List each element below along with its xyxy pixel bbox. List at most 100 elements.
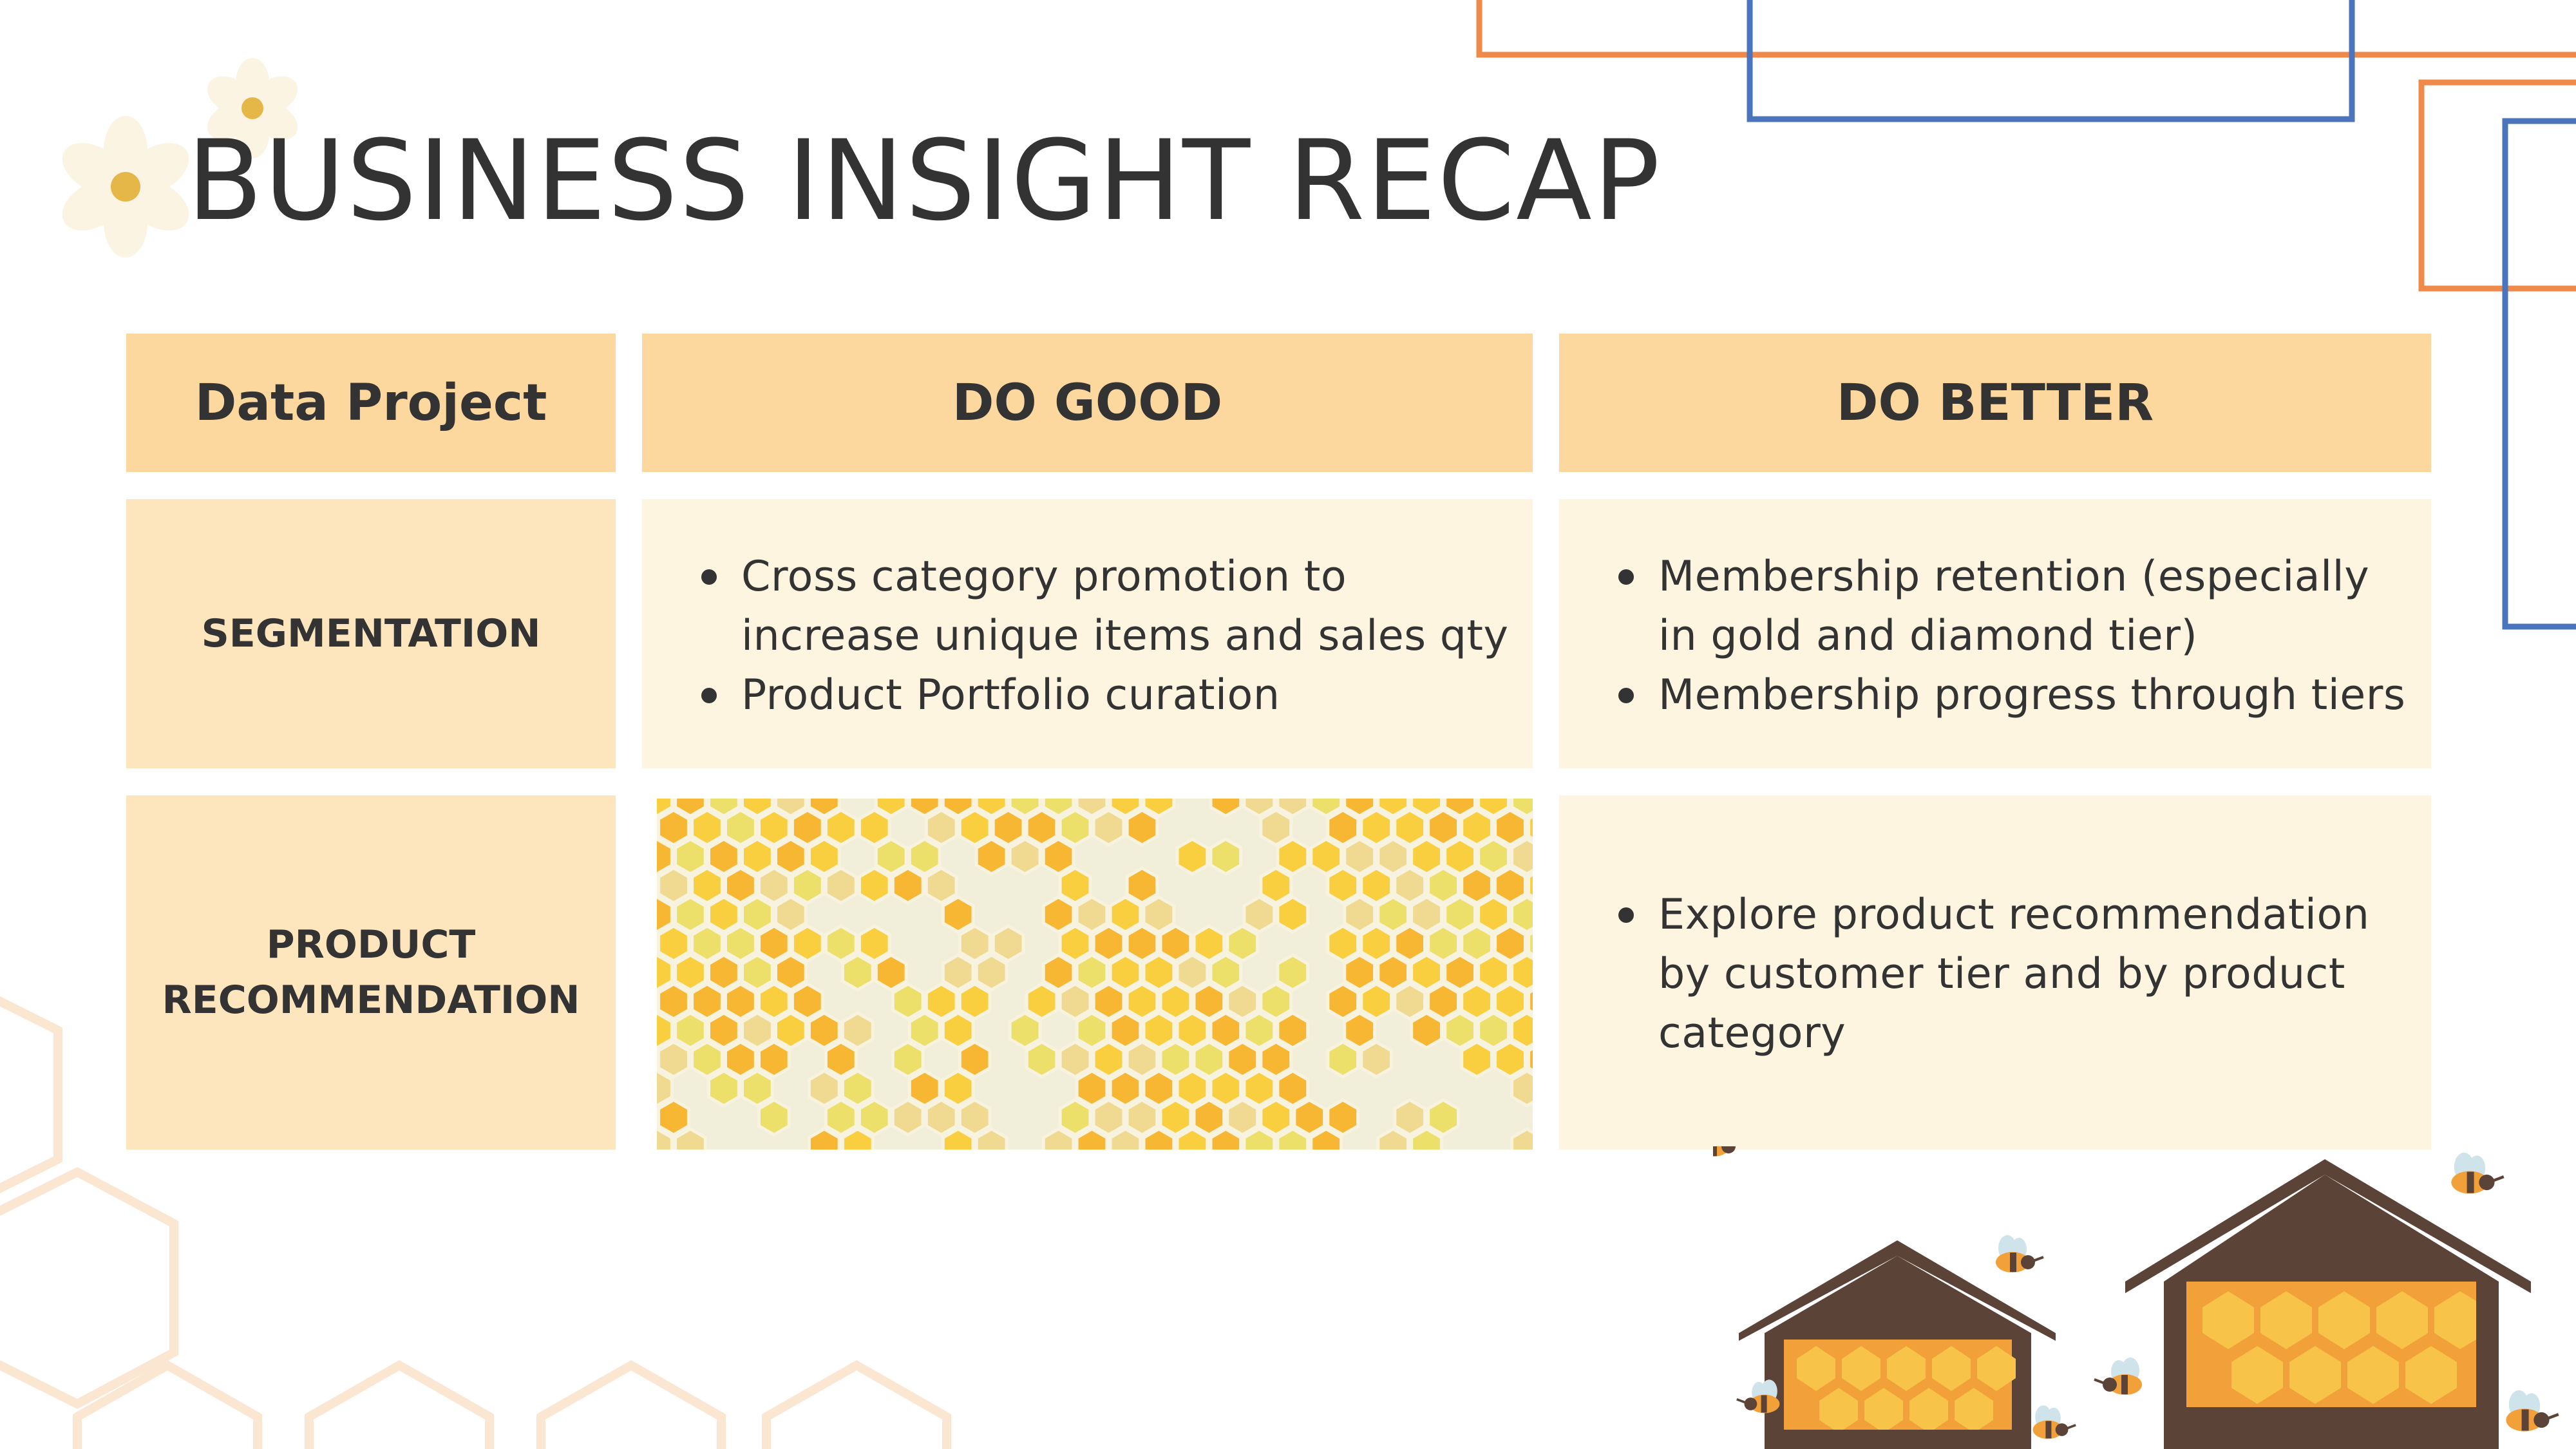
honeycomb-cell — [1443, 953, 1477, 992]
honeycomb-cell — [1209, 799, 1243, 818]
honeycomb-cell — [657, 1098, 690, 1137]
honeycomb-cell — [707, 895, 741, 934]
honeycomb-cell — [741, 837, 774, 876]
honeycomb-cell — [1041, 895, 1075, 934]
honeycomb-cell — [690, 866, 724, 905]
honeycomb-cell — [974, 1127, 1009, 1150]
honeycomb-cell — [774, 953, 808, 992]
honeycomb-cell — [1493, 866, 1527, 905]
honeycomb-cell — [1259, 808, 1293, 847]
list-item: Explore product recommendation by custom… — [1617, 886, 2418, 1063]
honeycomb-cell — [657, 924, 690, 963]
honeycomb-cell — [1125, 1098, 1159, 1137]
honeycomb-cell — [874, 799, 908, 818]
honeycomb-cell — [690, 808, 724, 847]
honeycomb-cell — [824, 1098, 858, 1137]
honeycomb-cell — [1410, 799, 1443, 818]
honeycomb-cell — [1142, 1127, 1176, 1150]
honeycomb-cell — [907, 837, 942, 876]
honeycomb-cell — [724, 982, 757, 1021]
honeycomb-cell — [1142, 1011, 1176, 1050]
honeycomb-cell — [974, 953, 1009, 992]
honeycomb-cell — [1192, 1098, 1226, 1137]
honeycomb-cell — [857, 924, 891, 963]
bullet-icon — [1618, 688, 1634, 703]
honeycomb-cell — [1209, 837, 1243, 876]
row-label-line-2: RECOMMENDATION — [162, 978, 580, 1023]
honeycomb-cell — [1326, 1098, 1360, 1137]
honeycomb-cell — [1276, 1127, 1310, 1150]
honeycomb-cell — [1376, 837, 1410, 876]
honeycomb-cell — [1142, 953, 1176, 992]
honeycomb-cell — [741, 1069, 774, 1108]
honeycomb-cell — [907, 799, 942, 818]
honeycomb-cell — [974, 837, 1009, 876]
bullet-icon — [1618, 569, 1634, 585]
header-do-good: DO GOOD — [642, 334, 1533, 472]
honeycomb-cell — [690, 924, 724, 963]
bullet-icon — [1618, 907, 1634, 923]
honeycomb-cell — [924, 982, 958, 1021]
small-beehive — [1739, 1240, 2056, 1449]
header-do-better: DO BETTER — [1559, 334, 2431, 472]
header-do-good-label: DO GOOD — [952, 374, 1223, 432]
honeycomb-cell — [1460, 866, 1493, 905]
honeycomb-cell — [840, 953, 875, 992]
honeycomb-cell — [1510, 1011, 1533, 1050]
honeycomb-cell — [1477, 799, 1510, 818]
honeycomb-cell — [1108, 1069, 1142, 1108]
honeycomb-cell — [874, 837, 908, 876]
honeycomb-cell — [958, 924, 992, 963]
row-label-line-1: PRODUCT — [266, 922, 476, 967]
honeycomb-cell — [1142, 895, 1176, 934]
honeycomb-cell — [1175, 837, 1209, 876]
honeycomb-cell — [1359, 982, 1394, 1021]
honeycomb-cell — [1460, 982, 1493, 1021]
beehive-icon — [1739, 1159, 2531, 1449]
honeycomb-cell — [1242, 1011, 1276, 1050]
honeycomb-cell — [1259, 1040, 1293, 1079]
honeycomb-cell — [1276, 895, 1310, 934]
honeycomb-cell — [790, 866, 824, 905]
honeycomb-cell — [1343, 799, 1377, 818]
honeycomb-cell — [1108, 1127, 1142, 1150]
honeycomb-cell — [790, 808, 824, 847]
honeycomb-cell — [1426, 924, 1460, 963]
honeycomb-cell — [1041, 837, 1075, 876]
honeycomb-cell — [790, 982, 824, 1021]
honeycomb-cell — [674, 895, 707, 934]
honeycomb-cell — [1075, 799, 1109, 818]
honeycomb-cell — [1108, 799, 1142, 818]
honeycomb-cell — [1510, 1069, 1533, 1108]
honeycomb-cell — [707, 799, 741, 818]
honeycomb-cell — [1092, 982, 1126, 1021]
honeycomb-cell — [941, 953, 975, 992]
honeycomb-cell — [891, 1098, 925, 1137]
honeycomb-cell — [657, 1040, 690, 1079]
honeycomb-cell — [1293, 1098, 1327, 1137]
honeycomb-cell — [907, 1069, 942, 1108]
honeycomb-cell — [1125, 866, 1159, 905]
honeycomb-cell — [824, 1040, 858, 1079]
honeycomb-cell — [1209, 1011, 1243, 1050]
honeycomb-cell — [657, 1127, 674, 1150]
honeycomb-cell — [857, 1098, 891, 1137]
segmentation-do-good-cell: Cross category promotion to increase uni… — [642, 499, 1533, 768]
honeycomb-cell — [1041, 799, 1075, 818]
honeycomb-cell — [1477, 1011, 1510, 1050]
honeycomb-cell — [1142, 1069, 1176, 1108]
honeycomb-cell — [707, 837, 741, 876]
honeycomb-cell — [657, 982, 690, 1021]
honeycomb-cell — [1125, 982, 1159, 1021]
honeycomb-cell — [1008, 799, 1042, 818]
honeycomb-cell — [757, 1098, 791, 1137]
honeycomb-cell — [1175, 953, 1209, 992]
honeycomb-cell — [1443, 1011, 1477, 1050]
honeycomb-cell — [1359, 866, 1394, 905]
honeycomb-cell — [657, 895, 674, 934]
honeycomb-cell — [1393, 1098, 1426, 1137]
honeycomb-cell — [958, 1040, 992, 1079]
honeycomb-cell — [1510, 837, 1533, 876]
honeycomb-cell — [707, 1069, 741, 1108]
